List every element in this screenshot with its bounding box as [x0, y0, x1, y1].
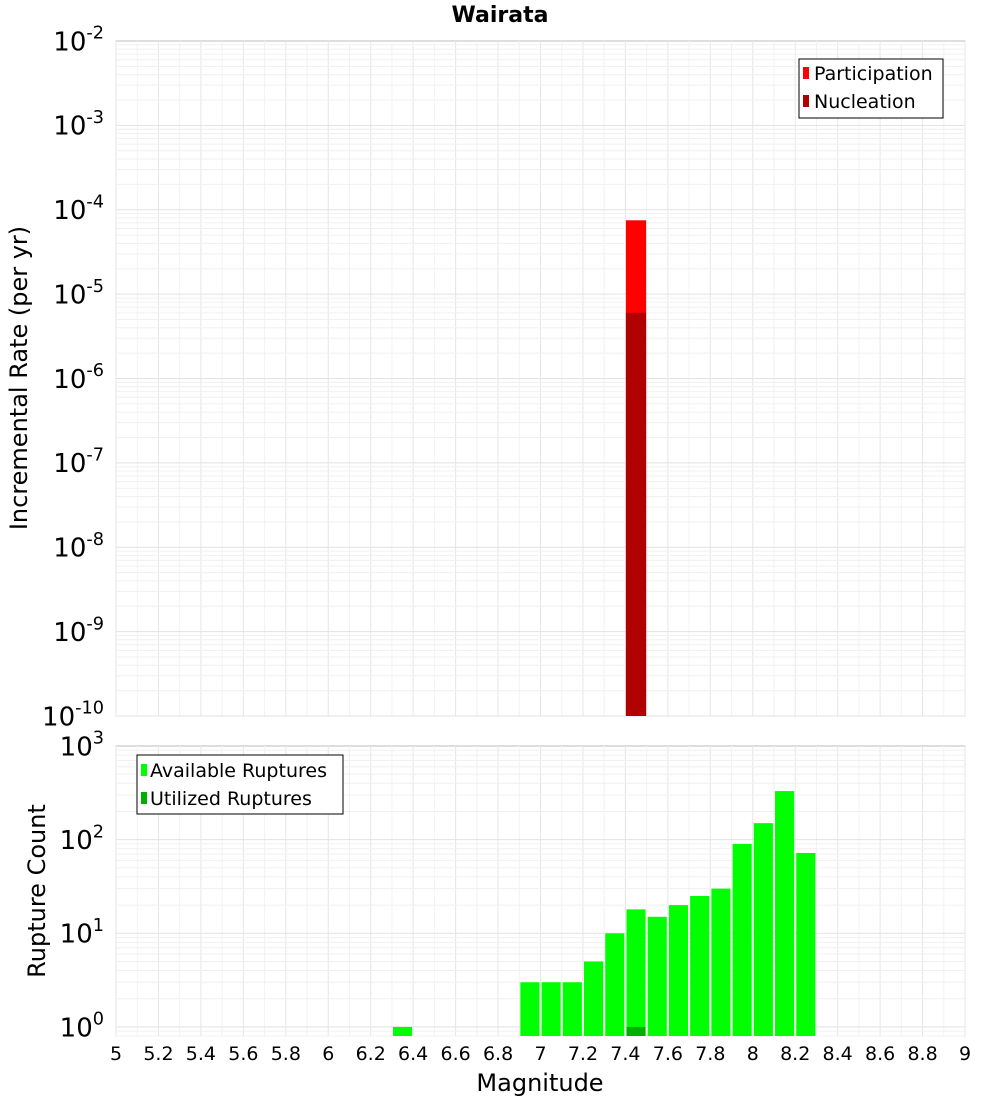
bottom-legend: Available Ruptures Utilized Ruptures	[136, 754, 344, 815]
y-tick-label: 100	[60, 1010, 104, 1044]
top-bars	[625, 220, 647, 717]
y-tick-label: 102	[60, 822, 104, 856]
top-grid	[115, 41, 966, 717]
x-tick-label: 5.2	[143, 1043, 173, 1065]
legend-label-nucleation: Nucleation	[814, 91, 916, 113]
x-tick-label: 6	[322, 1043, 334, 1065]
x-tick-label: 5	[110, 1043, 122, 1065]
bar-available-ruptures	[732, 843, 752, 1036]
bar-available-ruptures	[605, 933, 625, 1036]
top-y-axis-label: Incremental Rate (per yr)	[5, 226, 33, 530]
y-tick-label: 10-3	[53, 108, 104, 142]
x-axis-label: Magnitude	[476, 1069, 603, 1097]
x-tick-label: 6.8	[483, 1043, 513, 1065]
legend-swatch-available	[141, 764, 147, 776]
legend-label-participation: Participation	[814, 63, 933, 85]
legend-swatch-utilized	[141, 792, 147, 804]
top-panel: 10-10 10-9 10-8 10-7 10-6 10-5 10-4 10-3 10-2 In…	[5, 24, 966, 733]
legend-swatch-nucleation	[803, 95, 809, 107]
top-y-tick-labels: 10-10 10-9 10-8 10-7 10-6 10-5 10-4 10-3 10-2	[42, 24, 104, 733]
y-tick-label: 10-8	[53, 530, 104, 564]
x-tick-label: 5.6	[228, 1043, 258, 1065]
y-tick-label: 10-2	[53, 24, 104, 58]
x-tick-label: 6.6	[440, 1043, 470, 1065]
x-tick-label: 8.6	[865, 1043, 895, 1065]
x-tick-label: 6.2	[356, 1043, 386, 1065]
y-tick-label: 10-10	[42, 699, 104, 733]
bar-available-ruptures	[647, 916, 667, 1036]
bottom-panel: 100 101 102 103 5 5.2 5.4 5.6 5.8 6 6.2 6.4 6.6 6.8 7…	[23, 729, 971, 1097]
x-tick-label: 5.4	[186, 1043, 216, 1065]
x-tick-label: 9	[959, 1043, 971, 1065]
bar-available-ruptures	[668, 905, 689, 1036]
x-tick-label: 7.6	[653, 1043, 683, 1065]
x-tick-label: 7.4	[610, 1043, 640, 1065]
legend-swatch-participation	[803, 67, 809, 79]
bar-available-ruptures	[711, 888, 731, 1036]
x-tick-label: 7.8	[695, 1043, 725, 1065]
y-tick-label: 10-9	[53, 614, 104, 648]
y-tick-label: 101	[60, 916, 104, 950]
bar-available-ruptures	[753, 823, 773, 1036]
y-tick-label: 10-5	[53, 277, 104, 311]
x-tick-label: 5.8	[271, 1043, 301, 1065]
legend-label-utilized: Utilized Ruptures	[150, 788, 312, 810]
y-tick-label: 10-4	[53, 192, 104, 226]
y-tick-label: 10-7	[53, 446, 104, 480]
bottom-y-axis-label: Rupture Count	[23, 804, 51, 978]
bottom-y-tick-labels: 100 101 102 103	[60, 729, 104, 1044]
bar-nucleation	[625, 312, 647, 716]
bar-available-ruptures	[626, 909, 646, 1036]
bottom-bars	[392, 791, 816, 1036]
bar-available-ruptures	[584, 961, 604, 1036]
x-tick-labels: 5 5.2 5.4 5.6 5.8 6 6.2 6.4 6.6 6.8 7 7.2 7.4 7.6 7.8 8…	[110, 1043, 971, 1065]
bar-available-ruptures	[690, 896, 710, 1036]
x-tick-label: 8	[747, 1043, 759, 1065]
bar-available-ruptures	[520, 982, 540, 1036]
x-tick-label: 6.4	[398, 1043, 428, 1065]
y-tick-label: 103	[60, 729, 104, 763]
y-tick-label: 10-6	[53, 361, 104, 395]
top-legend: Participation Nucleation	[798, 58, 944, 119]
bar-available-ruptures	[562, 982, 582, 1036]
bar-utilized-ruptures	[626, 1026, 646, 1036]
legend-label-available: Available Ruptures	[150, 760, 327, 782]
x-tick-label: 7.2	[568, 1043, 598, 1065]
x-tick-label: 8.4	[823, 1043, 853, 1065]
x-tick-label: 7	[534, 1043, 546, 1065]
x-tick-label: 8.8	[907, 1043, 937, 1065]
x-tick-label: 8.2	[780, 1043, 810, 1065]
chart-title: Wairata	[452, 3, 549, 28]
bar-available-ruptures	[541, 982, 561, 1036]
bar-available-ruptures	[775, 791, 795, 1036]
bar-available-ruptures	[392, 1026, 413, 1036]
bar-available-ruptures	[796, 853, 816, 1036]
